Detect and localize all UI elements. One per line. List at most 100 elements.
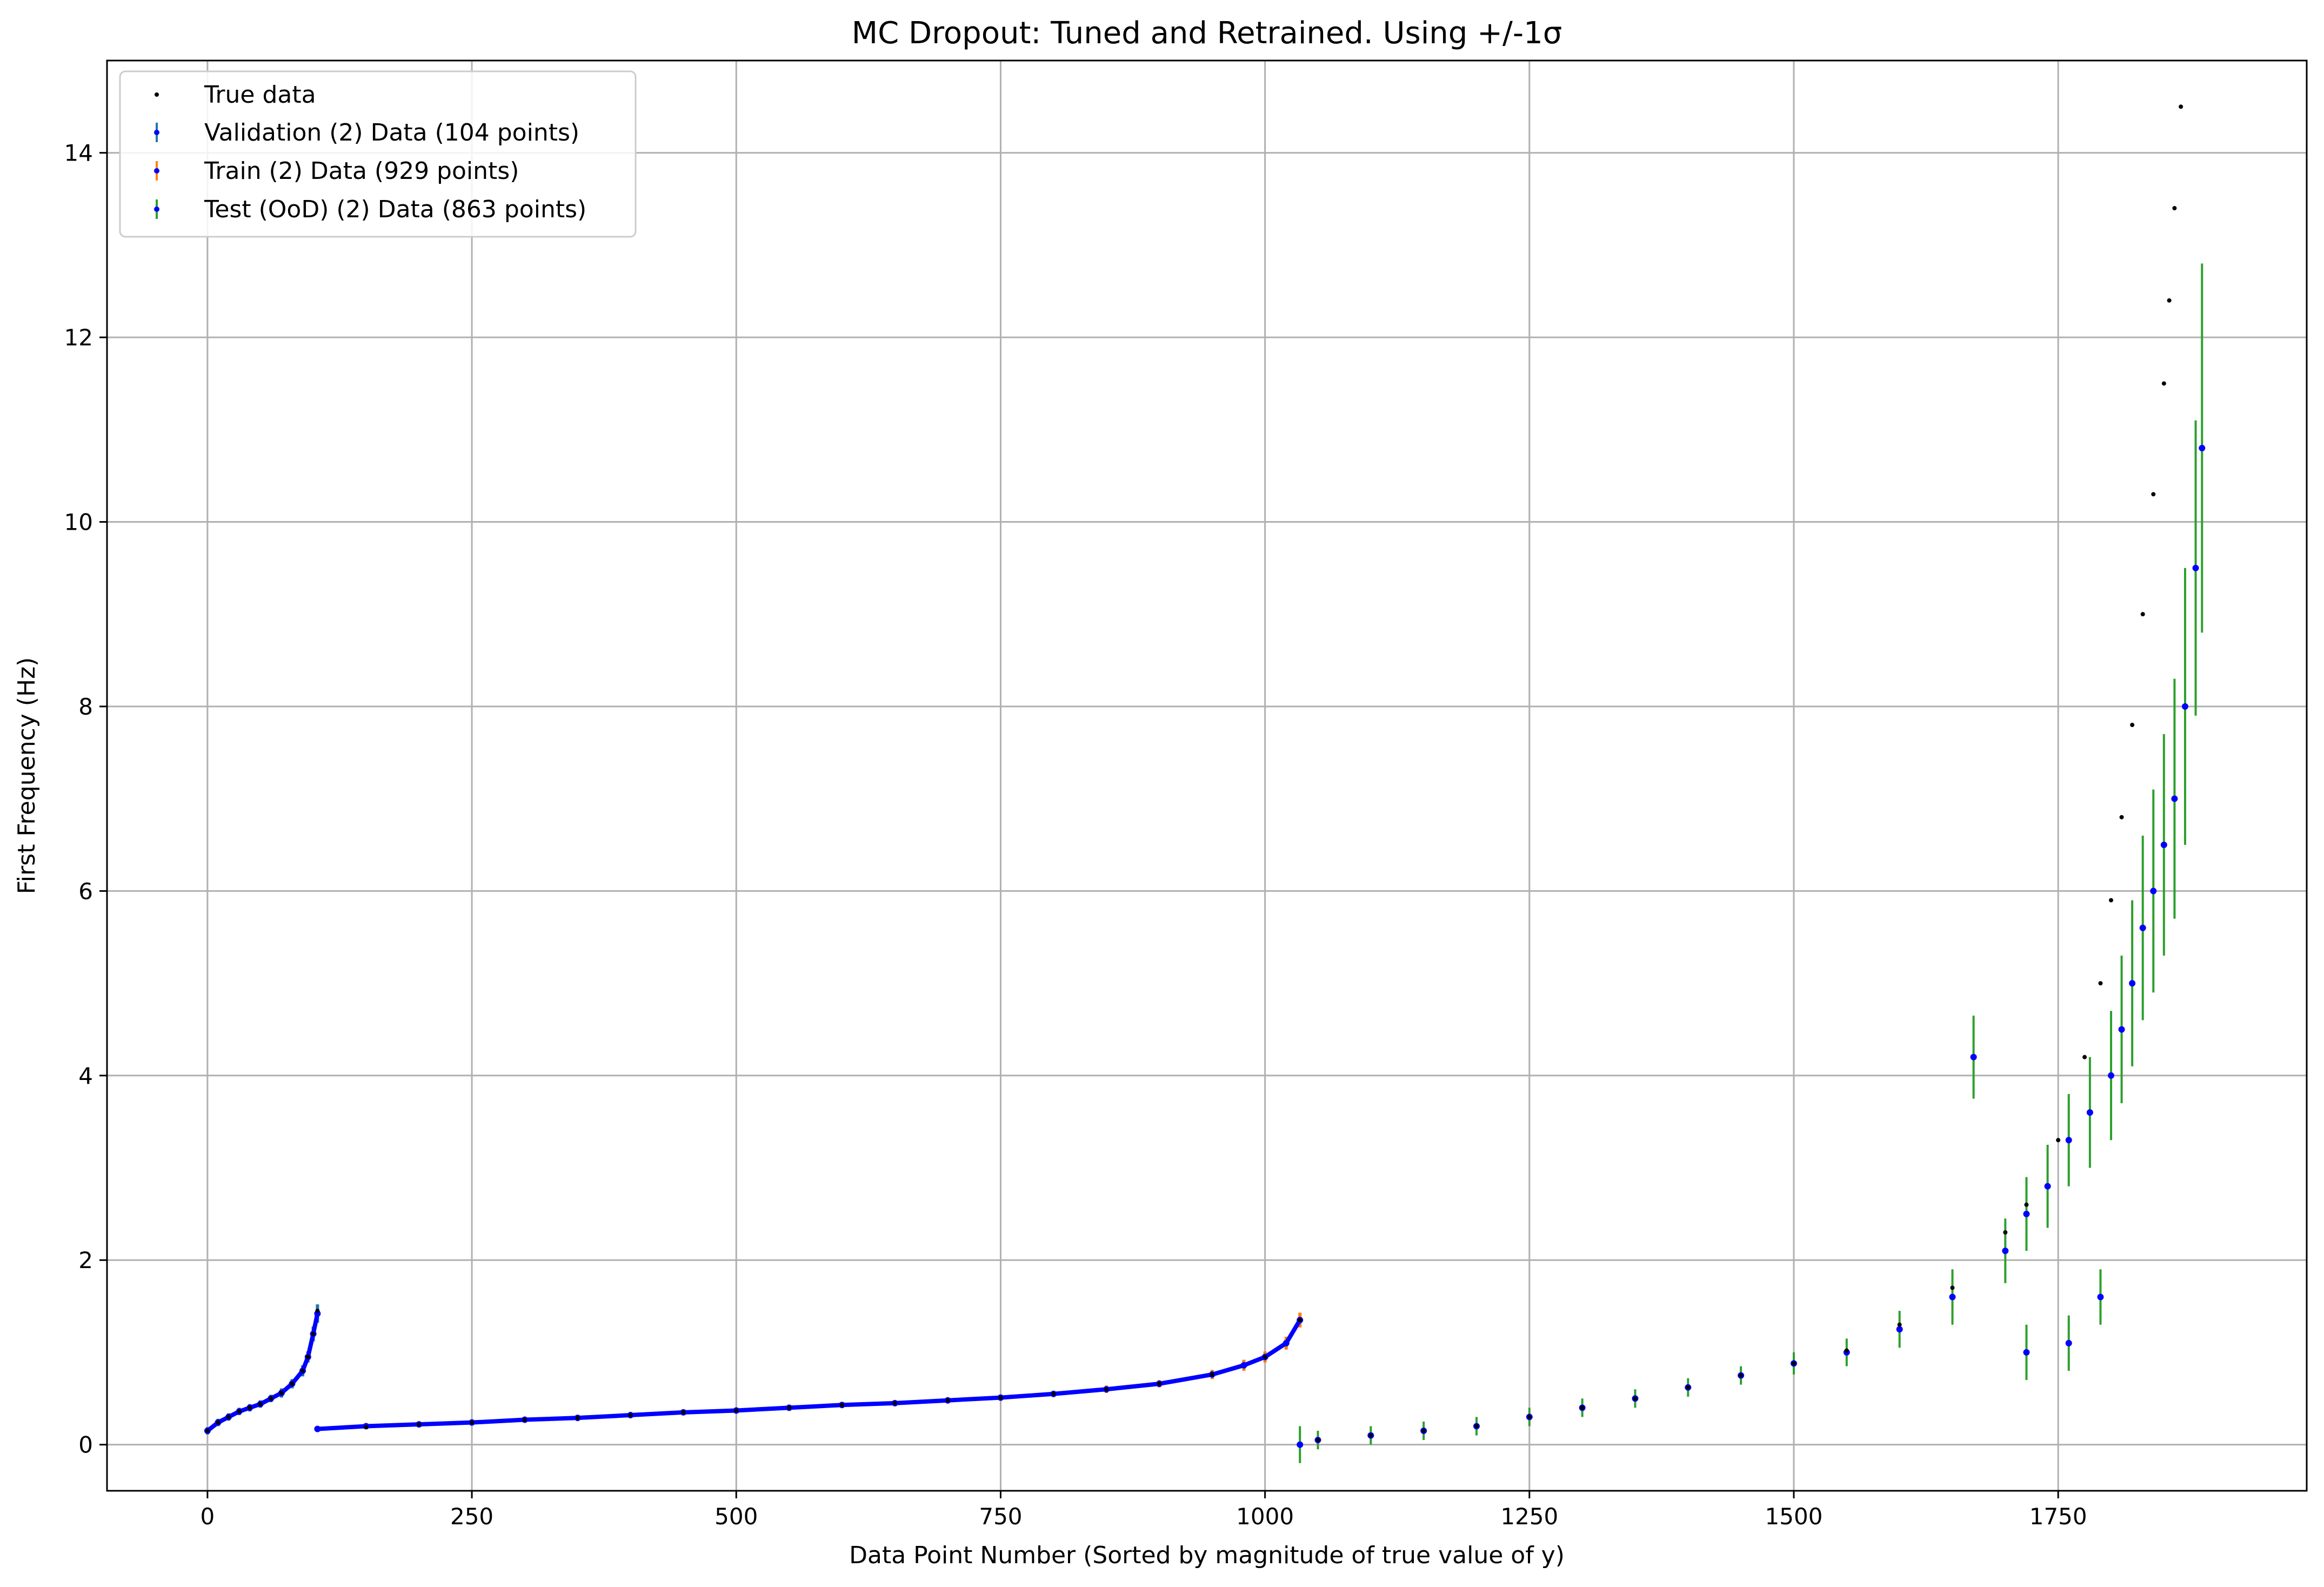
axis-ticks: 0 250 500 750 1000 1250 1500 1750 0 2 4 6 8 10 12 14 (64, 140, 2087, 1530)
true-data-point (839, 1403, 844, 1408)
legend-box (119, 70, 637, 238)
true-data-point (2140, 612, 2145, 617)
plot-data (204, 104, 2206, 1463)
true-data-point (2003, 1230, 2008, 1235)
x-tick-label: 250 (450, 1503, 493, 1530)
true-data-point (1157, 1381, 1161, 1386)
true-data-point (1104, 1387, 1109, 1392)
legend-entry-test: Test (OoD) (2) Data (863 points) (154, 196, 586, 223)
true-data-point (734, 1408, 739, 1413)
grid-lines (107, 61, 2307, 1491)
data-point (2023, 1349, 2030, 1356)
x-tick-label: 750 (979, 1503, 1022, 1530)
true-data-point (2109, 898, 2114, 903)
data-point (2160, 842, 2167, 849)
legend-label-true-data: True data (204, 81, 316, 109)
true-data-point (945, 1398, 950, 1403)
data-point (1297, 1441, 1304, 1448)
legend-label-validation: Validation (2) Data (104 points) (204, 119, 579, 146)
data-point (2150, 888, 2157, 895)
y-tick-label: 8 (78, 694, 93, 720)
true-data-point (2082, 1055, 2087, 1059)
data-point (2044, 1183, 2051, 1190)
true-data-point (311, 1331, 316, 1336)
data-point (2086, 1109, 2093, 1116)
series-trace (317, 1319, 1302, 1431)
y-tick-label: 10 (64, 509, 93, 536)
true-data-point (226, 1415, 231, 1419)
true-data-point (2151, 492, 2156, 497)
true-data-point (417, 1422, 422, 1427)
true-data-point (2167, 298, 2172, 303)
true-data-point (248, 1405, 252, 1410)
true-data-point (1263, 1355, 1267, 1359)
true-data-point (1474, 1424, 1479, 1429)
data-point (2199, 444, 2206, 451)
true-data-point (1633, 1396, 1638, 1401)
data-point (1949, 1293, 1956, 1301)
true-data-point (1686, 1385, 1691, 1390)
legend-label-train: Train (2) Data (929 points) (204, 157, 519, 185)
true-data-point (1421, 1429, 1426, 1433)
true-data-point (1950, 1285, 1955, 1290)
y-tick-label: 12 (64, 324, 93, 351)
x-tick-label: 1000 (1236, 1503, 1294, 1530)
true-data-point (290, 1381, 295, 1386)
true-data-point (1580, 1405, 1585, 1410)
data-point (1970, 1053, 1977, 1061)
y-axis-label: First Frequency (Hz) (13, 657, 41, 894)
true-data-point (237, 1409, 242, 1414)
true-data-point (279, 1391, 284, 1396)
data-point (2171, 795, 2178, 802)
chart-title: MC Dropout: Tuned and Retrained. Using +… (852, 16, 1562, 51)
legend-marker-test (154, 206, 159, 212)
true-data-point (258, 1402, 263, 1406)
x-tick-label: 0 (201, 1503, 215, 1530)
data-point (2065, 1137, 2072, 1144)
true-data-point (522, 1417, 527, 1422)
true-data-point (269, 1396, 273, 1401)
data-point (2108, 1072, 2115, 1079)
data-point (2097, 1293, 2104, 1301)
true-data-point (205, 1429, 210, 1433)
true-data-point (1315, 1438, 1320, 1443)
true-data-point (315, 1309, 320, 1313)
true-data-point (2161, 381, 2166, 386)
true-data-point (364, 1425, 369, 1430)
true-data-point (2024, 1202, 2029, 1207)
y-tick-label: 6 (78, 878, 93, 904)
true-data-point (2098, 981, 2103, 986)
legend-marker-true-data (155, 92, 159, 97)
true-data-point (300, 1369, 305, 1373)
true-data-point (2172, 206, 2177, 211)
x-tick-label: 1500 (1765, 1503, 1823, 1530)
legend-entry-train: Train (2) Data (929 points) (154, 157, 519, 185)
y-tick-label: 4 (78, 1063, 93, 1089)
data-point (2139, 924, 2146, 931)
true-data-point (575, 1416, 580, 1421)
legend-entry-true-data: True data (155, 81, 316, 109)
true-data-point (1844, 1348, 1849, 1353)
true-data-point (1791, 1361, 1796, 1366)
true-data-point (787, 1405, 792, 1410)
data-point (2192, 564, 2199, 571)
data-point (1896, 1326, 1903, 1333)
true-data-point (1210, 1372, 1214, 1377)
true-data-point (998, 1395, 1003, 1400)
y-tick-label: 14 (64, 140, 93, 166)
true-data-point (1527, 1415, 1532, 1419)
data-point (2129, 980, 2136, 987)
true-data-point (2179, 104, 2183, 109)
true-data-point (1298, 1318, 1303, 1323)
data-point (2002, 1248, 2009, 1255)
true-data-point (1739, 1373, 1744, 1378)
legend-marker-validation (154, 130, 159, 135)
x-tick-label: 1250 (1500, 1503, 1558, 1530)
true-data-point (681, 1410, 686, 1415)
true-data-point (1897, 1322, 1902, 1327)
true-data-point (2056, 1138, 2061, 1143)
legend: True data Validation (2) Data (104 point… (119, 70, 637, 238)
true-data-point (1368, 1433, 1373, 1438)
